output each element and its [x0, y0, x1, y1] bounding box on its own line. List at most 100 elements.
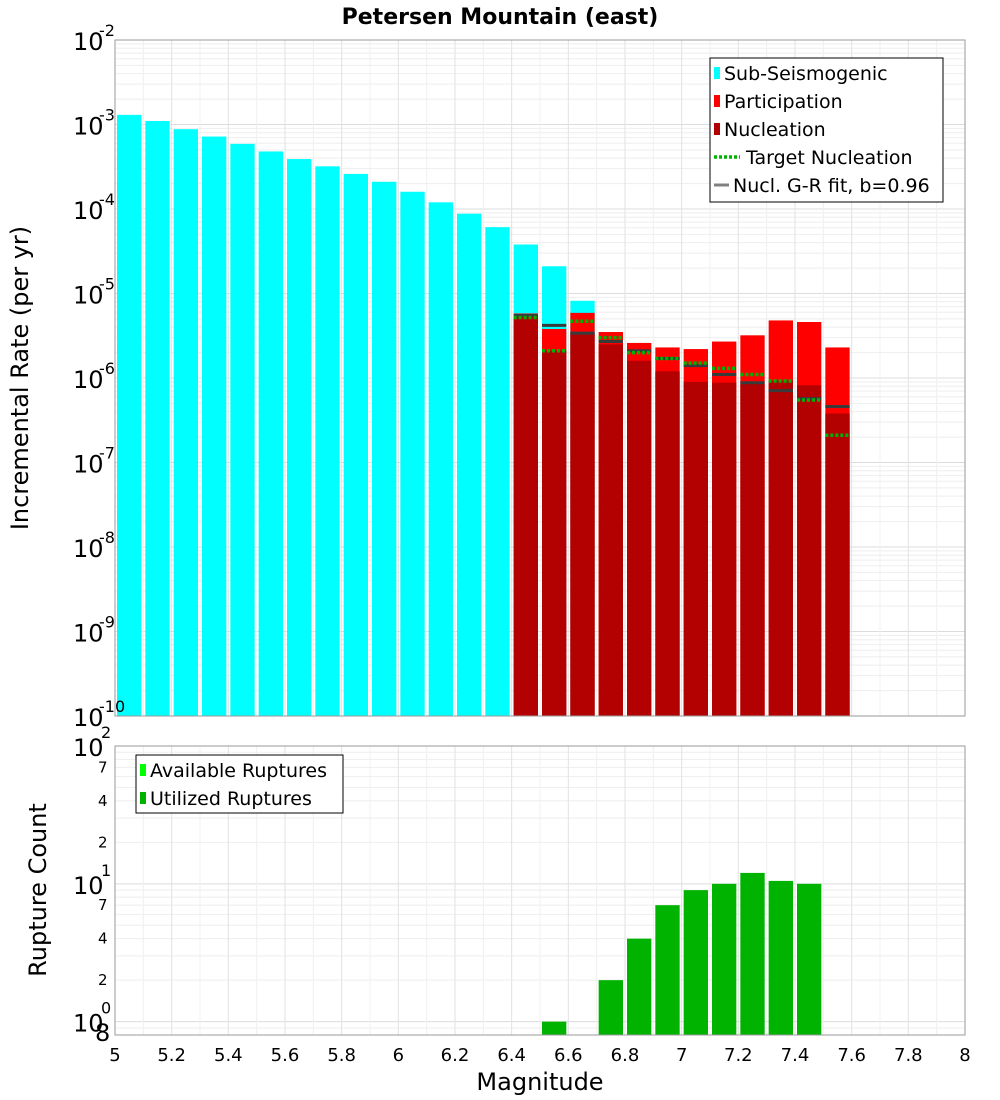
- y-tick-label: 2: [98, 833, 108, 851]
- x-tick-label: 5.6: [271, 1045, 300, 1066]
- bar-sub-seismogenic: [400, 191, 425, 717]
- rate-panel-y-label: Incremental Rate (per yr): [6, 226, 34, 530]
- bar-utilized-ruptures: [740, 872, 765, 1035]
- bar-nucleation: [570, 333, 595, 716]
- x-tick-label: 5.4: [214, 1045, 243, 1066]
- x-tick-label: 6.8: [611, 1045, 640, 1066]
- rate-panel-frame: [114, 39, 966, 717]
- x-tick-label: 7: [676, 1045, 687, 1066]
- bar-utilized-ruptures: [768, 880, 793, 1035]
- legend-swatch: [140, 792, 146, 804]
- bar-sub-seismogenic: [117, 114, 142, 717]
- y-tick-label: 10: [73, 872, 104, 900]
- y-tick-label: 10: [73, 197, 104, 225]
- x-tick-label: 6.6: [554, 1045, 583, 1066]
- bar-utilized-ruptures: [655, 905, 680, 1035]
- bar-utilized-ruptures: [598, 980, 623, 1035]
- y-tick-exponent: -7: [99, 444, 115, 463]
- bar-utilized-ruptures: [542, 1021, 567, 1035]
- bar-sub-seismogenic: [230, 143, 255, 716]
- rate-panel-grid: [114, 40, 966, 717]
- x-tick-label: 7.4: [781, 1045, 810, 1066]
- legend-box: [709, 57, 944, 203]
- bar-sub-seismogenic: [258, 151, 283, 716]
- bar-nucleation: [712, 382, 737, 716]
- y-tick-label: 10: [73, 734, 104, 762]
- y-tick-exponent: 2: [101, 723, 111, 742]
- y-tick-exponent: -10: [99, 697, 125, 716]
- bar-sub-seismogenic: [485, 227, 510, 716]
- bar-utilized-ruptures: [683, 890, 708, 1035]
- bar-sub-seismogenic: [457, 213, 482, 716]
- y-tick-label: 2: [98, 971, 108, 989]
- legend-swatch: [714, 67, 720, 79]
- bar-sub-seismogenic: [202, 136, 227, 716]
- rate-panel-lines: [513, 313, 850, 438]
- y-tick-exponent: 1: [101, 861, 111, 880]
- bar-nucleation: [627, 360, 652, 716]
- x-axis-ticks: 5 5.2 5.4 5.6 5.8 6 6.2 6.4 6.6 6.8 7 7.2 7.4 7.6 7.8 8: [109, 1045, 970, 1066]
- count-panel-legend: Available Ruptures Utilized Ruptures: [135, 754, 344, 814]
- legend-label: Utilized Ruptures: [150, 788, 312, 810]
- rate-panel-legend: Sub-Seismogenic Participation Nucleation Ta…: [709, 57, 944, 203]
- y-tick-label: 10: [73, 1010, 104, 1038]
- x-axis-label: Magnitude: [476, 1068, 603, 1096]
- x-tick-label: 8: [959, 1045, 970, 1066]
- bar-nucleation: [825, 413, 850, 716]
- bar-nucleation: [542, 350, 567, 716]
- legend-label: Nucleation: [724, 119, 826, 141]
- y-tick-label: 10: [73, 535, 104, 563]
- y-tick-label: 4: [98, 930, 108, 948]
- y-tick-label: 8: [95, 1019, 110, 1047]
- x-tick-label: 5: [109, 1045, 120, 1066]
- count-panel-y-label: Rupture Count: [24, 803, 52, 977]
- y-tick-label: 10: [73, 113, 104, 141]
- rate-panel: 10-210-310-410-510-610-710-810-910-10 In…: [6, 21, 966, 732]
- rate-panel-y-ticks: 10-210-310-410-510-610-710-810-910-10: [73, 21, 125, 732]
- bar-sub-seismogenic: [315, 166, 340, 716]
- y-tick-label: 10: [73, 366, 104, 394]
- legend-label: Target Nucleation: [745, 147, 913, 169]
- y-tick-exponent: -9: [99, 613, 115, 632]
- bar-nucleation: [683, 381, 708, 716]
- y-tick-label: 7: [98, 758, 108, 776]
- rate-panel-bars: [117, 114, 850, 717]
- legend-swatch: [714, 95, 720, 107]
- bar-sub-seismogenic: [372, 181, 397, 717]
- y-tick-exponent: -8: [99, 528, 115, 547]
- x-tick-label: 7.6: [837, 1045, 866, 1066]
- bar-sub-seismogenic: [428, 202, 453, 716]
- y-tick-label: 4: [98, 792, 108, 810]
- y-tick-exponent: -5: [99, 275, 115, 294]
- legend-label: Nucl. G-R fit, b=0.96: [733, 175, 930, 197]
- y-tick-label: 10: [73, 620, 104, 648]
- x-tick-label: 6.4: [497, 1045, 526, 1066]
- y-tick-label: 10: [73, 28, 104, 56]
- chart-title: Petersen Mountain (east): [342, 5, 659, 30]
- bar-nucleation: [513, 316, 538, 716]
- y-tick-label: 10: [73, 704, 104, 732]
- y-tick-label: 10: [73, 451, 104, 479]
- bar-sub-seismogenic: [343, 173, 368, 716]
- bar-sub-seismogenic: [287, 159, 312, 716]
- legend-label: Available Ruptures: [150, 760, 327, 782]
- x-tick-label: 5.2: [157, 1045, 186, 1066]
- x-tick-label: 7.8: [894, 1045, 923, 1066]
- count-panel-frame: [114, 745, 966, 1036]
- legend-swatch: [714, 123, 720, 135]
- count-panel-bars: [542, 872, 822, 1035]
- bar-nucleation: [740, 383, 765, 716]
- y-tick-exponent: -6: [99, 359, 115, 378]
- bar-nucleation: [598, 344, 623, 716]
- bar-nucleation: [655, 371, 680, 716]
- legend-label: Sub-Seismogenic: [724, 63, 888, 85]
- bar-utilized-ruptures: [797, 883, 822, 1035]
- x-tick-label: 5.8: [327, 1045, 356, 1066]
- x-tick-label: 6: [393, 1045, 404, 1066]
- y-tick-label: 10: [73, 282, 104, 310]
- x-tick-label: 7.2: [724, 1045, 753, 1066]
- y-tick-exponent: 0: [101, 999, 111, 1018]
